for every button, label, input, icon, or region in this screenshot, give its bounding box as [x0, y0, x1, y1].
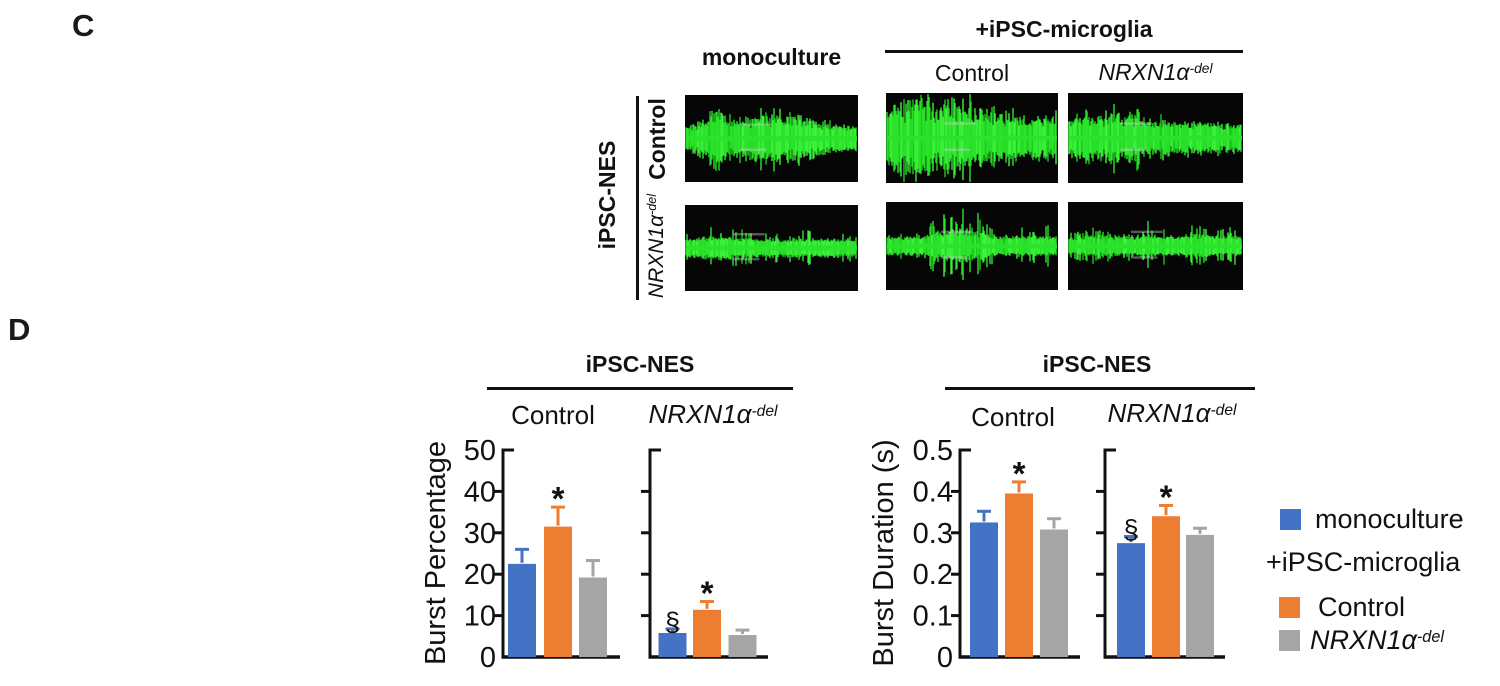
- svg-text:30: 30: [464, 518, 496, 550]
- nrxn1a-sup: -del: [1210, 402, 1237, 419]
- svg-text:40: 40: [464, 476, 496, 508]
- column-header-coculture-control: Control: [934, 60, 1010, 86]
- row-group-rule: [636, 96, 639, 300]
- nrxn1a-label: NRXN1α: [1310, 625, 1417, 655]
- chart2-title-rule: [945, 387, 1255, 390]
- chart2-group-control-label: Control: [971, 402, 1055, 432]
- row-axis-label-ipsc-nes: iPSC-NES: [594, 140, 620, 250]
- column-header-monoculture: monoculture: [701, 44, 842, 70]
- svg-text:0.4: 0.4: [913, 476, 953, 508]
- mea-trace-nrxn1adel-monoculture: [685, 205, 858, 291]
- svg-text:*: *: [701, 575, 714, 612]
- chart1-title: iPSC-NES: [585, 351, 695, 377]
- chart1-group-nrxn1adel-label: NRXN1α-del: [633, 399, 793, 430]
- burst-percentage-chart: 0 10 20 30 40 50 * § *: [420, 430, 845, 686]
- legend-label: NRXN1α-del: [1310, 625, 1444, 656]
- burst-duration-chart: 0 0.1 0.2 0.3 0.4 0.5 * § *: [850, 430, 1255, 686]
- svg-text:0.3: 0.3: [913, 518, 953, 550]
- legend-item-monoculture: monoculture: [1280, 504, 1464, 535]
- column-header-coculture: +iPSC-microglia: [975, 16, 1153, 42]
- mea-trace-nrxn1adel-microglia-control: [886, 202, 1058, 290]
- mea-trace-nrxn1adel-microglia-nrxn1adel: [1068, 202, 1243, 290]
- nrxn1a-label: NRXN1α: [1107, 398, 1211, 428]
- svg-text:0.1: 0.1: [913, 601, 953, 633]
- mea-trace-control-microglia-nrxn1adel: [1068, 93, 1243, 183]
- row-header-nrxn1adel: NRXN1α-del: [645, 181, 671, 311]
- column-header-coculture-nrxn1adel: NRXN1α-del: [1068, 59, 1243, 86]
- panel-label-c: C: [72, 8, 95, 43]
- legend-item-microglia-nrxn1adel: NRXN1α-del: [1279, 625, 1444, 656]
- nrxn1a-sup: -del: [1189, 61, 1213, 76]
- legend-item-microglia-control: Control: [1279, 592, 1405, 623]
- nrxn1a-label: NRXN1α: [648, 399, 752, 429]
- svg-text:*: *: [1013, 455, 1026, 492]
- microglia-nrxn1adel-swatch-icon: [1279, 630, 1300, 651]
- svg-text:10: 10: [464, 601, 496, 633]
- svg-text:50: 50: [464, 435, 496, 467]
- svg-text:0.5: 0.5: [913, 435, 953, 467]
- chart1-group-control-label: Control: [511, 400, 595, 430]
- nrxn1a-label: NRXN1α: [645, 214, 668, 299]
- mea-trace-control-microglia-control: [886, 93, 1058, 183]
- nrxn1a-sup: -del: [1416, 628, 1444, 646]
- svg-text:§: §: [665, 607, 680, 637]
- microglia-control-swatch-icon: [1279, 597, 1300, 618]
- chart2-title: iPSC-NES: [1042, 351, 1152, 377]
- svg-text:0: 0: [480, 642, 496, 674]
- svg-text:*: *: [552, 480, 565, 517]
- legend-label: monoculture: [1315, 504, 1464, 534]
- legend-header-coculture: +iPSC-microglia: [1266, 547, 1461, 577]
- svg-text:§: §: [1123, 515, 1138, 545]
- svg-text:20: 20: [464, 559, 496, 591]
- legend-label: Control: [1318, 592, 1406, 622]
- nrxn1a-sup: -del: [751, 403, 778, 420]
- svg-text:0: 0: [937, 642, 953, 674]
- nrxn1a-sup: -del: [645, 193, 659, 215]
- coculture-header-rule: [885, 50, 1243, 53]
- nrxn1a-label: NRXN1α: [1098, 59, 1190, 85]
- chart2-group-nrxn1adel-label: NRXN1α-del: [1092, 398, 1252, 429]
- monoculture-swatch-icon: [1280, 509, 1301, 530]
- panel-label-d: D: [8, 312, 31, 347]
- svg-text:*: *: [1160, 478, 1173, 515]
- chart1-title-rule: [487, 387, 793, 390]
- mea-trace-control-monoculture: [685, 95, 858, 182]
- svg-text:0.2: 0.2: [913, 559, 953, 591]
